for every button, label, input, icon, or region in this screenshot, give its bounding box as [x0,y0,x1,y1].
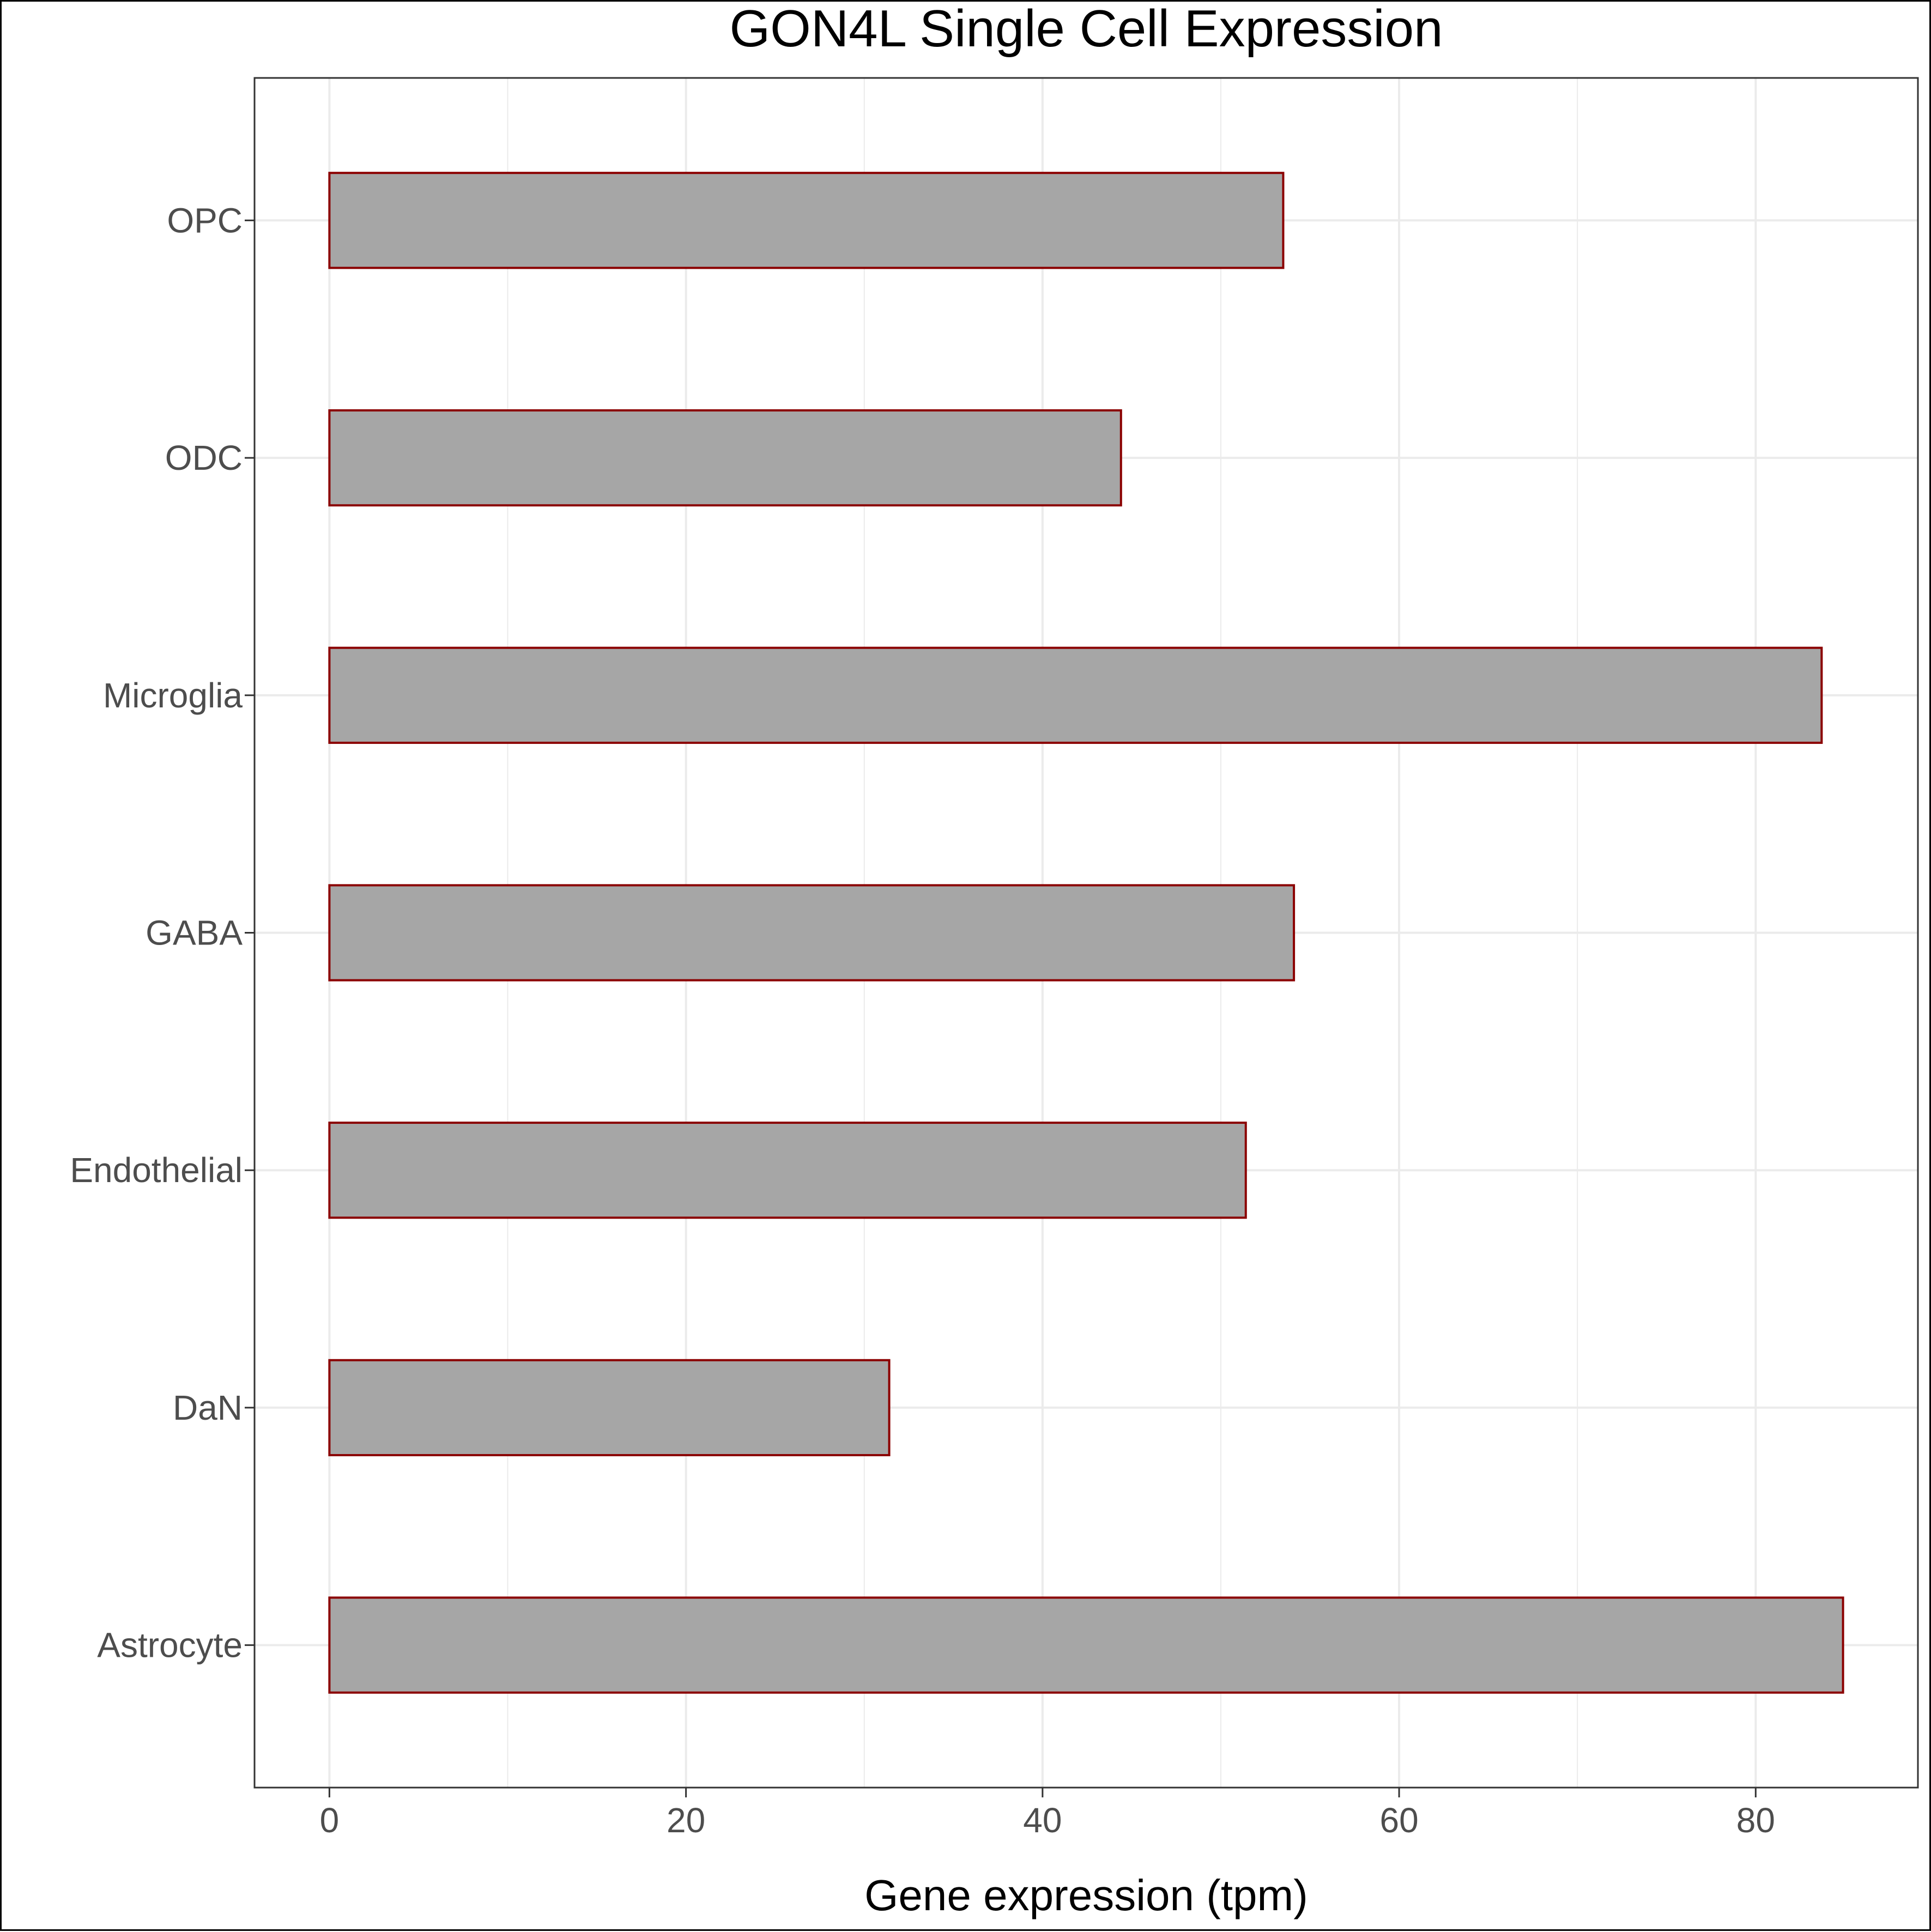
bar-odc [328,409,1122,507]
x-tick-label: 20 [667,1801,705,1840]
bar-microglia [328,646,1823,744]
y-tick-label: Astrocyte [97,1626,243,1665]
y-tick-label: GABA [146,913,243,953]
bar-endothelial [328,1122,1247,1219]
x-axis: 0 20 40 60 80 [320,1788,1775,1840]
y-tick-label: OPC [167,201,243,240]
bar-dan [328,1359,891,1457]
bar-gaba [328,884,1296,982]
x-tick-label: 0 [320,1801,340,1840]
bar-opc [328,172,1285,269]
x-tick-label: 80 [1736,1801,1775,1840]
y-tick-label: Microglia [103,676,243,715]
bars [328,172,1844,1694]
y-tick-label: ODC [165,438,243,477]
y-tick-label: Endothelial [70,1150,243,1190]
x-tick-label: 60 [1379,1801,1418,1840]
bar-astrocyte [328,1596,1844,1694]
x-axis-label: Gene expression (tpm) [864,1871,1308,1919]
chart-title: GON4L Single Cell Expression [729,2,1443,58]
y-tick-label: DaN [173,1388,243,1427]
y-axis: Astrocyte DaN Endothelial GABA Microglia ODC O… [70,201,255,1665]
x-tick-label: 40 [1023,1801,1062,1840]
